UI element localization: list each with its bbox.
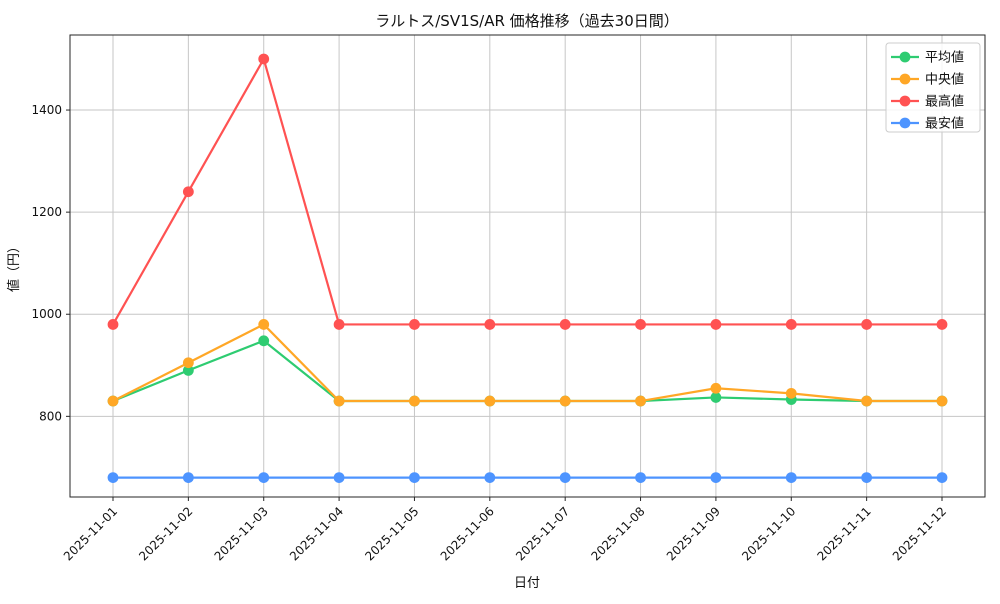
y-tick-label: 1200 [31, 205, 62, 219]
data-point-lowest [710, 472, 722, 484]
data-point-lowest [936, 472, 948, 484]
data-point-highest [107, 319, 119, 330]
x-tick-label: 2025-11-02 [136, 504, 195, 563]
data-point-median [861, 395, 873, 407]
legend-item-label: 最高値 [925, 94, 964, 110]
data-point-lowest [258, 472, 270, 484]
legend-marker-dot [899, 51, 911, 63]
x-tick-label: 2025-11-11 [815, 504, 874, 563]
data-point-highest [258, 53, 270, 65]
data-point-median [258, 319, 270, 330]
data-point-lowest [785, 472, 797, 484]
x-tick-label: 2025-11-03 [212, 504, 271, 563]
x-tick-label: 2025-11-04 [287, 504, 346, 563]
legend-marker-dot [899, 95, 911, 107]
data-point-highest [559, 319, 571, 330]
y-axis-title: 値（円） [6, 240, 22, 292]
x-tick-label: 2025-11-07 [513, 504, 572, 563]
data-point-highest [635, 319, 646, 330]
data-point-lowest [409, 472, 420, 484]
data-point-highest [710, 319, 722, 330]
data-point-highest [409, 319, 420, 330]
data-point-highest [484, 319, 496, 330]
data-point-lowest [107, 472, 119, 484]
series-line-average [111, 339, 944, 403]
x-tick-label: 2025-11-09 [664, 504, 723, 563]
data-point-highest [861, 319, 873, 330]
data-point-median [182, 357, 194, 369]
x-tick-label: 2025-11-06 [438, 504, 497, 563]
x-tick-label: 2025-11-05 [362, 504, 421, 563]
data-point-median [635, 395, 646, 407]
axes-layer: 800 1000 1200 1400 2025-11-01 2025-11-02 2025-… [31, 34, 986, 563]
legend-marker-dot [899, 73, 911, 85]
y-tick-label: 1400 [31, 103, 62, 117]
plot-border [69, 34, 986, 498]
data-point-lowest [182, 472, 194, 484]
data-point-average [258, 335, 270, 347]
x-tick-label: 2025-11-08 [588, 504, 647, 563]
data-point-median [785, 387, 797, 399]
data-point-average [710, 392, 722, 403]
series-layer [107, 53, 948, 484]
x-axis-title: 日付 [514, 576, 540, 591]
data-point-median [559, 395, 571, 407]
data-point-lowest [484, 472, 496, 484]
series-line-median [111, 323, 944, 403]
data-point-median [333, 395, 345, 407]
data-point-lowest [559, 472, 571, 484]
x-tick-label: 2025-11-10 [739, 504, 798, 563]
data-point-highest [785, 319, 797, 330]
chart-title: ラルトス/SV1S/AR 価格推移（過去30日間） [375, 12, 679, 30]
x-tick-label: 2025-11-12 [890, 504, 949, 563]
legend-item-average: 平均値 [891, 50, 964, 66]
data-point-lowest [333, 472, 345, 484]
legend-item-highest: 最高値 [891, 94, 964, 110]
data-point-lowest [635, 472, 646, 484]
legend-item-label: 平均値 [925, 50, 964, 66]
legend-item-median: 中央値 [891, 72, 964, 88]
data-point-median [484, 395, 496, 407]
data-point-average [182, 364, 194, 376]
legend-item-label: 中央値 [925, 72, 964, 88]
legend-box [885, 42, 981, 133]
data-point-median [409, 395, 420, 407]
data-point-highest [182, 186, 194, 198]
legend-marker-dot [899, 117, 911, 129]
y-tick-label: 800 [39, 409, 62, 423]
data-point-highest [936, 319, 948, 330]
data-point-median [107, 395, 119, 407]
series-line-highest [111, 57, 944, 326]
grid-layer [70, 35, 985, 497]
data-point-lowest [861, 472, 873, 484]
legend-item-lowest: 最安値 [891, 116, 964, 132]
legend-item-label: 最安値 [925, 116, 964, 132]
x-tick-label: 2025-11-01 [61, 504, 120, 563]
y-tick-label: 1000 [31, 307, 62, 321]
data-point-median [710, 382, 722, 394]
data-point-median [936, 395, 948, 407]
data-point-highest [333, 319, 345, 330]
